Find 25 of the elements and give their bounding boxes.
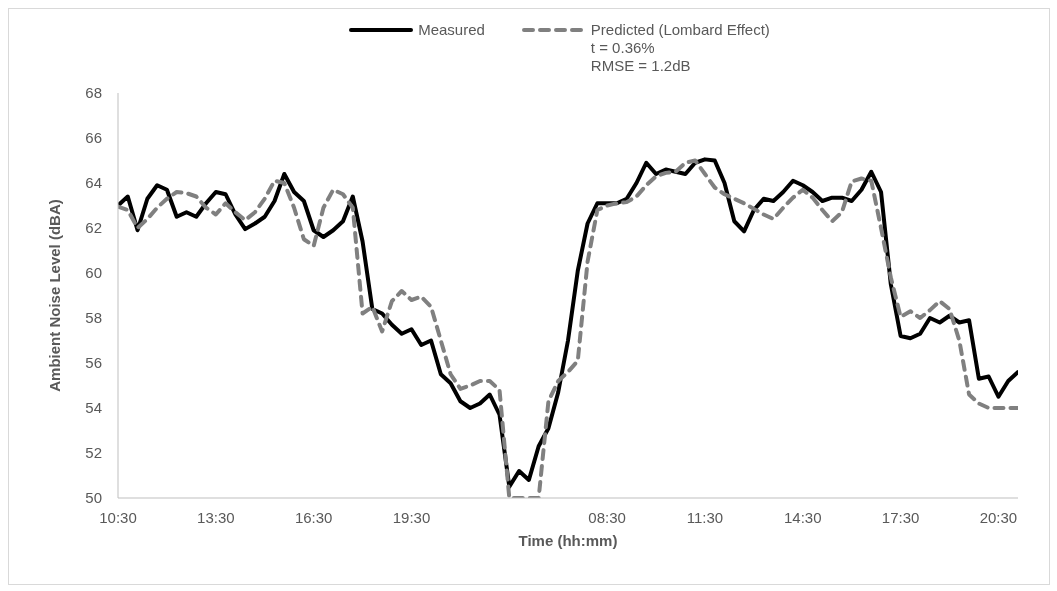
x-tick-label: 13:30: [197, 508, 235, 526]
y-tick-label: 68: [85, 84, 102, 102]
x-tick-label: 14:30: [784, 508, 822, 526]
y-tick-label: 58: [85, 309, 102, 327]
legend-label: Predicted (Lombard Effect): [590, 21, 770, 39]
text: RMSE = 1.2dB: [590, 57, 692, 75]
y-tick-label: 52: [85, 444, 102, 462]
x-tick-label: 19:30: [392, 508, 431, 526]
x-tick-label: 08:30: [588, 508, 626, 526]
x-tick-label: 17:30: [881, 508, 920, 526]
x-tick-label: 16:30: [294, 508, 333, 526]
y-axis-title: Ambient Noise Level (dBA): [46, 199, 64, 392]
y-tick-label: 64: [85, 174, 102, 192]
y-tick-label: 54: [85, 399, 102, 417]
x-tick-label: 10:30: [99, 508, 137, 526]
y-tick-label: 56: [85, 354, 102, 372]
text: t = 0.36%: [590, 39, 656, 57]
y-tick-label: 50: [85, 489, 102, 507]
y-tick-label: 62: [85, 219, 102, 237]
legend-label: Measured: [418, 21, 485, 39]
y-tick-label: 66: [85, 129, 102, 147]
x-tick-label: 20:30: [979, 508, 1018, 526]
x-tick-label: 11:30: [686, 508, 724, 526]
y-tick-label: 60: [85, 264, 102, 282]
x-axis-title: Time (hh:mm): [518, 532, 618, 549]
